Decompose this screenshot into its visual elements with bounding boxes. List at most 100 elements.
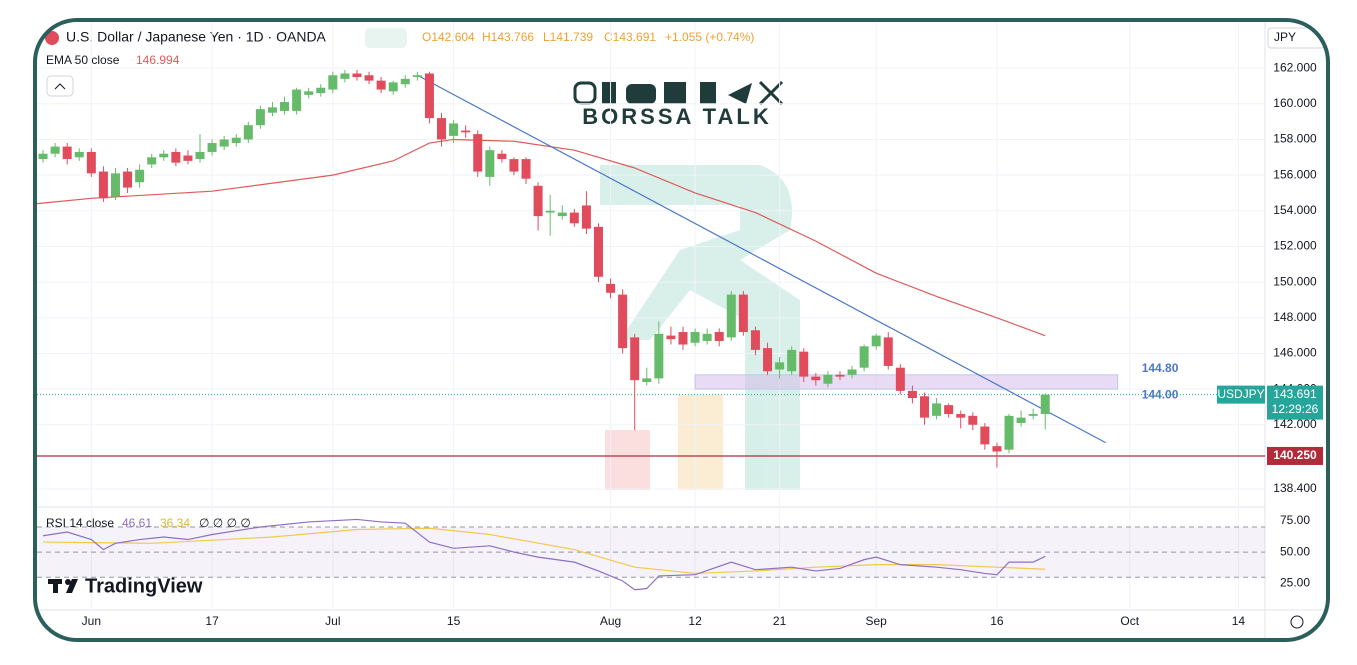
trendline <box>417 74 1106 444</box>
resistance-zone <box>694 374 1119 390</box>
price-tag <box>1267 385 1323 420</box>
candle-body <box>895 367 905 391</box>
ema-label: EMA 50 close <box>46 53 120 67</box>
candle-body <box>207 143 217 152</box>
candle-body <box>956 414 966 418</box>
candle-body <box>883 337 893 366</box>
rsi-tick-label: 25.00 <box>1280 576 1310 590</box>
candle-body <box>968 415 978 425</box>
candle-body <box>123 171 133 188</box>
candle-body <box>907 390 917 399</box>
candle-body <box>533 185 543 217</box>
x-tick-label: Jul <box>325 614 340 628</box>
price-tag-label: 143.691 <box>1273 387 1317 401</box>
frame <box>33 18 1330 642</box>
candle-body <box>714 332 724 341</box>
x-tick-label: Sep <box>866 614 888 628</box>
candle-body <box>473 134 483 172</box>
y-tick-label: 146.000 <box>1273 346 1317 360</box>
candle-body <box>763 348 773 372</box>
y-tick-label: 156.000 <box>1273 167 1317 181</box>
x-tick-label: 21 <box>773 614 787 628</box>
rsi-line <box>42 518 1046 591</box>
candle-body <box>74 151 84 158</box>
collapse-icon <box>54 83 66 90</box>
candle-body <box>364 75 374 81</box>
candle-body <box>521 159 531 179</box>
countdown-label: 12:29:26 <box>1272 402 1319 416</box>
candle-body <box>642 378 652 382</box>
chart-window: BORSSA TALK U.S. Dollar / Japanese Yen ·… <box>35 20 1328 640</box>
candle-body <box>787 349 797 372</box>
rsi-tick-label: 75.00 <box>1280 513 1310 527</box>
y-tick-label: 152.000 <box>1273 239 1317 253</box>
x-tick-label: Oct <box>1120 614 1139 628</box>
candle-body <box>1004 415 1014 450</box>
symbol-tag-label: USDJPY <box>1217 387 1264 401</box>
y-tick-label: 142.000 <box>1273 417 1317 431</box>
candle-body <box>243 125 253 140</box>
candle-body <box>485 150 495 177</box>
background <box>35 20 1328 640</box>
y-tick-label: 162.000 <box>1273 60 1317 74</box>
candle-body <box>86 151 96 174</box>
candle-body <box>376 80 386 90</box>
candle-body <box>932 403 942 416</box>
candle-body <box>509 159 519 172</box>
ohlc-low: L141.739 <box>543 30 593 44</box>
candle-body <box>267 107 277 113</box>
candle-body <box>545 210 555 213</box>
candle-body <box>159 153 169 158</box>
candle-body <box>255 109 265 126</box>
candle-body <box>1040 394 1050 414</box>
candle-body <box>630 337 640 381</box>
candle-body <box>702 333 712 341</box>
candle-body <box>690 332 700 343</box>
collapse-button[interactable] <box>46 75 74 97</box>
candle-body <box>110 173 120 197</box>
candle-body <box>231 137 241 144</box>
ohlc-high: H143.766 <box>482 30 534 44</box>
candle-body <box>618 294 628 349</box>
ohlc-change: +1.055 (+0.74%) <box>665 30 754 44</box>
candle-body <box>811 376 821 381</box>
candle-body <box>859 346 869 368</box>
x-tick-label: 16 <box>990 614 1004 628</box>
candle-body <box>388 82 398 92</box>
candle-body <box>593 226 603 277</box>
candle-body <box>581 205 591 229</box>
candle-body <box>195 151 205 160</box>
candle-body <box>219 139 229 147</box>
candle-body <box>412 75 422 78</box>
ohlc-open: O142.604 <box>422 30 475 44</box>
settings-icon[interactable] <box>1290 615 1304 629</box>
candle-body <box>437 118 447 140</box>
candle-body <box>557 212 567 217</box>
candle-body <box>654 333 664 379</box>
candle-body <box>135 169 145 183</box>
brand-name: TradingView <box>85 575 203 597</box>
y-tick-label: 148.000 <box>1273 310 1317 324</box>
rsi-title: RSI 14 close <box>46 516 114 530</box>
candle-body <box>497 153 507 160</box>
x-tick-label: Jun <box>82 614 101 628</box>
candle-body <box>569 212 579 224</box>
candle-body <box>292 89 302 111</box>
candle-body <box>823 374 833 384</box>
y-tick-label: 154.000 <box>1273 203 1317 217</box>
tradingview-logo <box>48 579 78 593</box>
ema-value: 146.994 <box>136 53 180 67</box>
candle-body <box>606 283 616 293</box>
status-badge[interactable] <box>365 28 407 48</box>
y-tick-label: 160.000 <box>1273 96 1317 110</box>
x-tick-label: 14 <box>1232 614 1246 628</box>
rsi-extra: ∅ ∅ ∅ ∅ <box>199 516 251 530</box>
candle-body <box>726 294 736 338</box>
candle-body <box>424 73 434 119</box>
candle-body <box>62 146 72 160</box>
candle-body <box>775 362 785 370</box>
candle-body <box>147 157 157 165</box>
ohlc-close: C143.691 <box>604 30 656 44</box>
rsi-signal-value: 36.34 <box>160 516 190 530</box>
